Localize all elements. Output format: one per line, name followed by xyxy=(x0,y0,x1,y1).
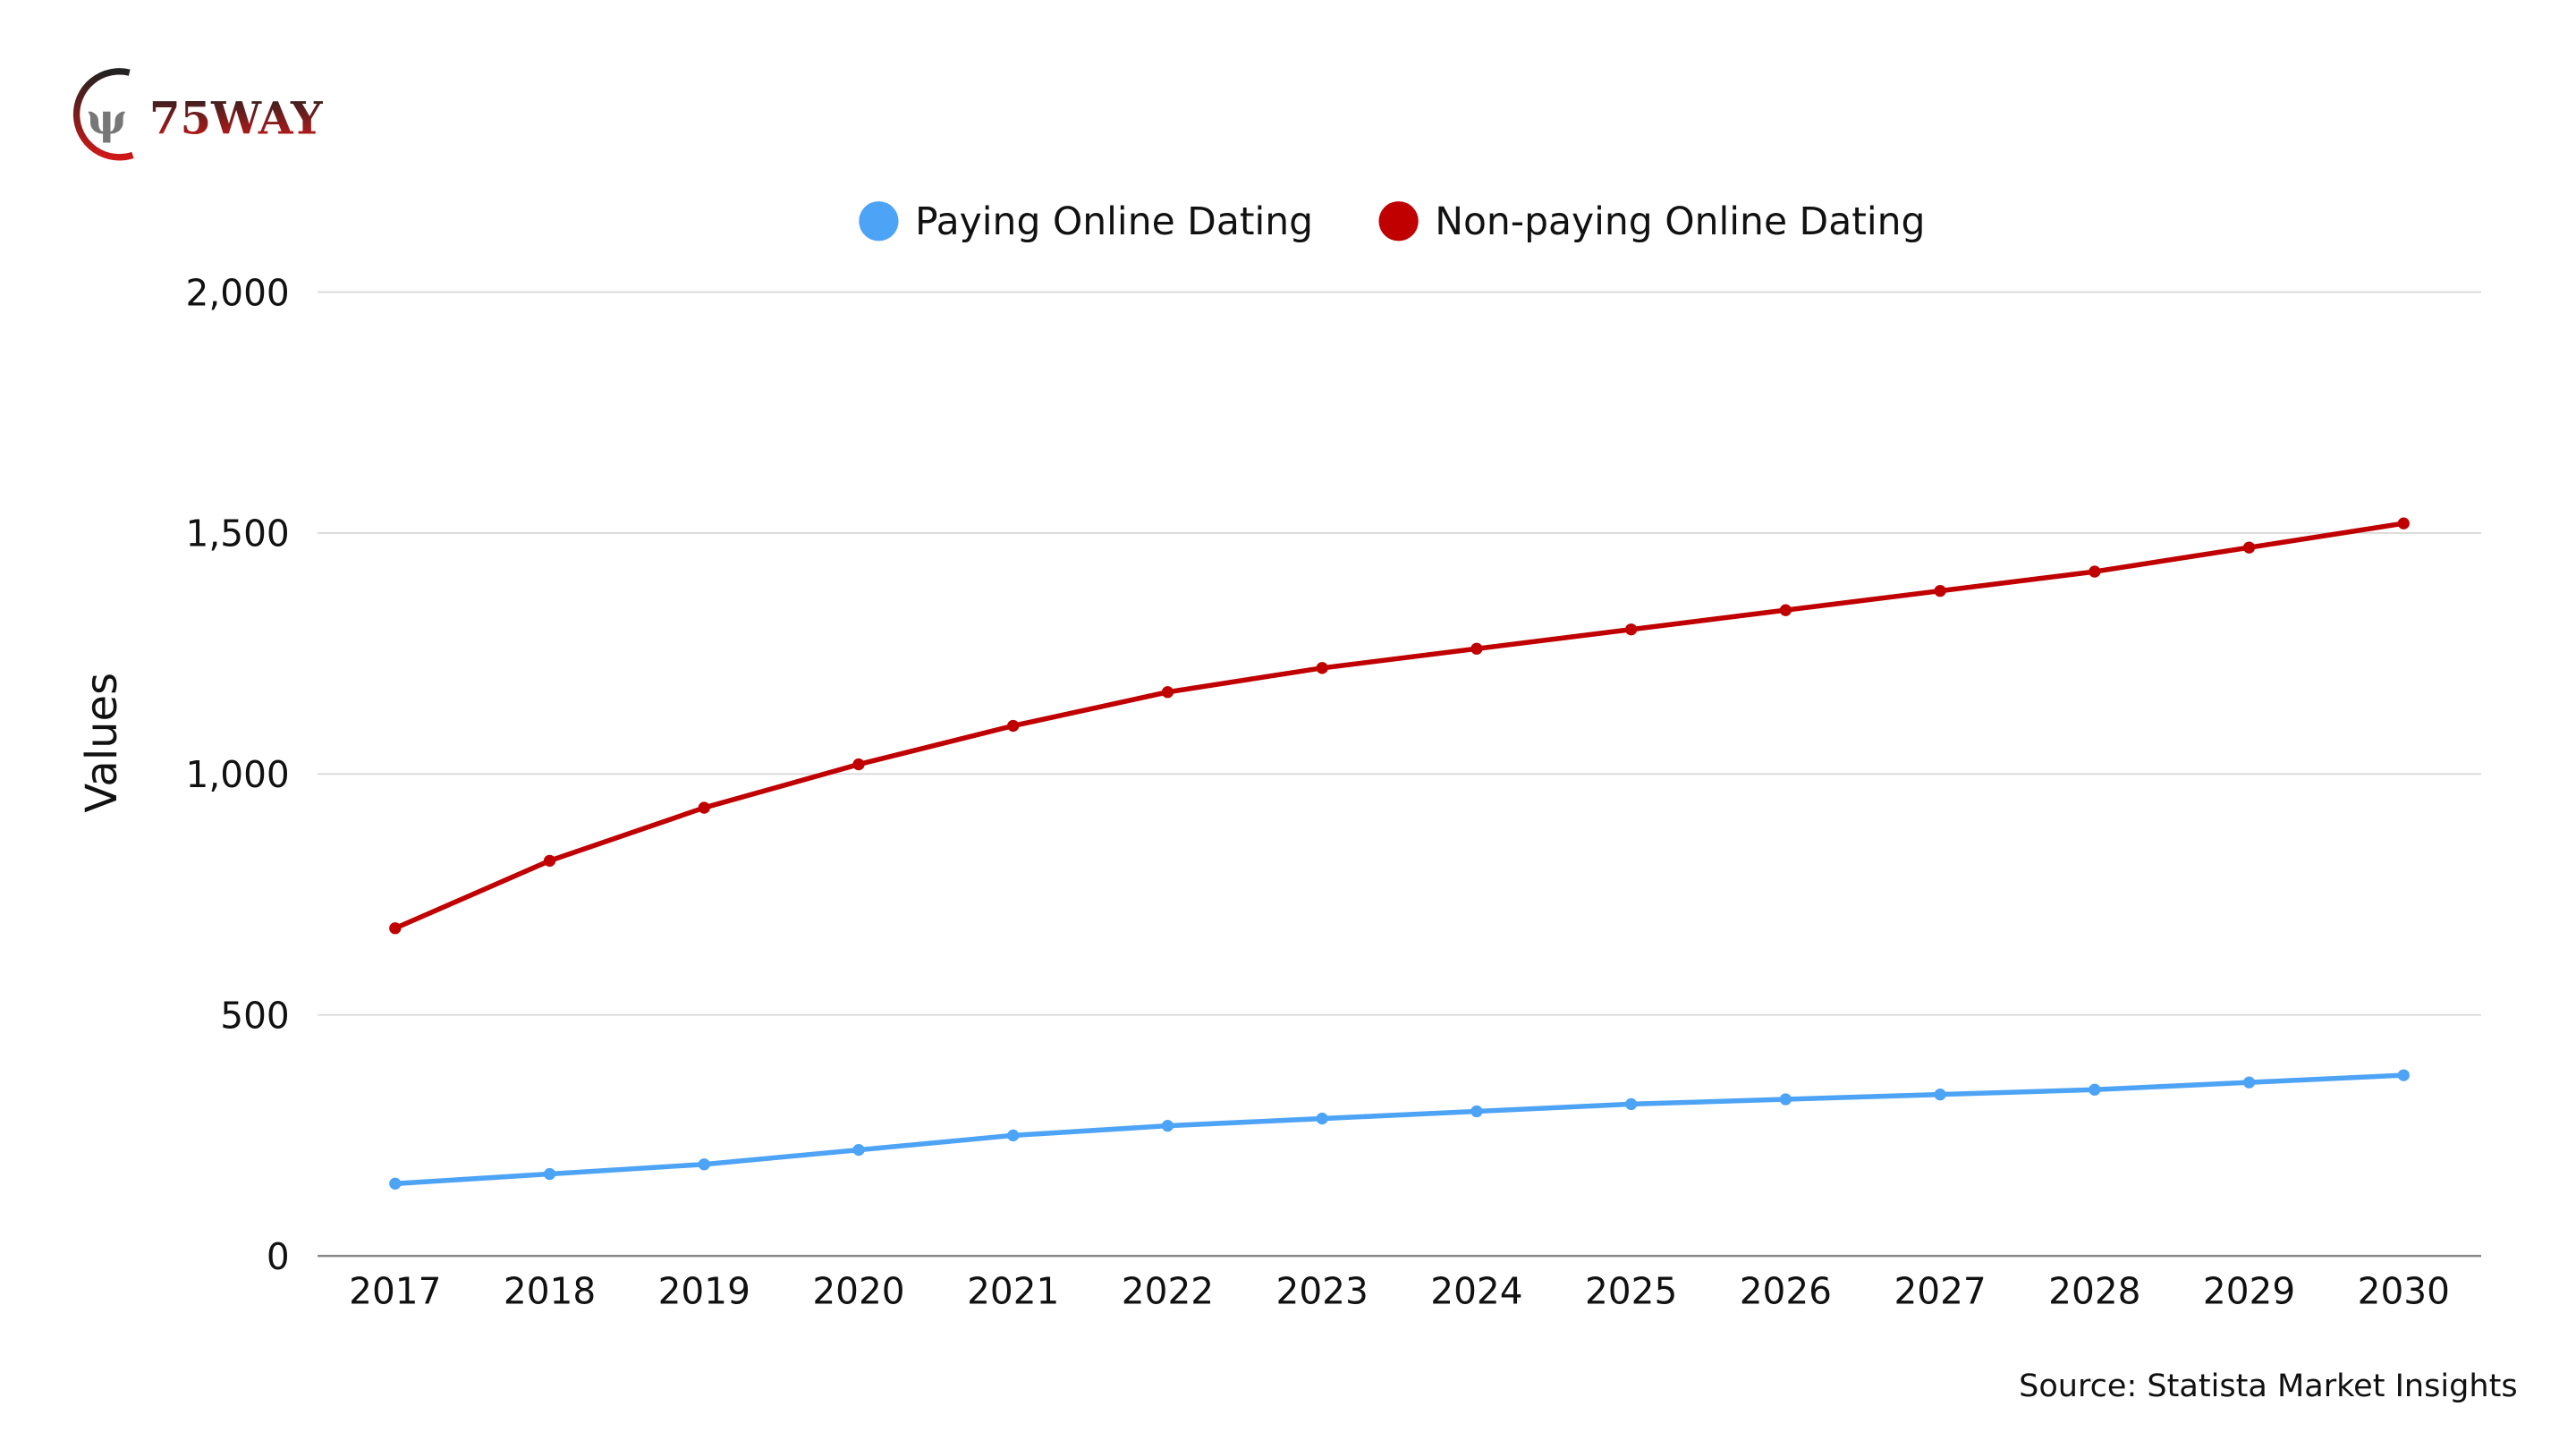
legend-label: Paying Online Dating xyxy=(915,200,1313,244)
x-tick-label: 2028 xyxy=(2048,1270,2140,1313)
x-tick-label: 2022 xyxy=(1122,1270,1214,1313)
logo-mark-icon: ψ xyxy=(87,94,127,144)
x-tick-label: 2025 xyxy=(1585,1270,1677,1313)
data-point xyxy=(1470,642,1483,655)
x-axis-ticks: 2017 2018 2019 2020 2021 2022 2023 2024 2025 2026… xyxy=(349,1270,2450,1313)
y-tick-label: 1,500 xyxy=(186,513,290,555)
series-non-paying-online-dating xyxy=(389,517,2410,935)
series-paying-online-dating xyxy=(389,1069,2410,1190)
gridlines xyxy=(318,291,2482,1258)
data-point xyxy=(2089,565,2101,578)
x-tick-label: 2023 xyxy=(1276,1270,1368,1313)
legend-label: Non-paying Online Dating xyxy=(1435,200,1925,244)
x-tick-label: 2021 xyxy=(967,1270,1059,1313)
x-tick-label: 2019 xyxy=(658,1270,750,1313)
data-point xyxy=(2089,1083,2101,1096)
x-tick-label: 2030 xyxy=(2358,1270,2450,1313)
data-point xyxy=(698,801,710,814)
legend-marker-icon xyxy=(1378,201,1419,242)
x-tick-label: 2026 xyxy=(1740,1270,1832,1313)
x-tick-label: 2017 xyxy=(349,1270,441,1313)
data-point xyxy=(2397,517,2410,530)
source-note: Source: Statista Market Insights xyxy=(2019,1368,2518,1404)
data-point xyxy=(1007,1129,1020,1142)
data-point xyxy=(1470,1105,1483,1118)
y-tick-label: 500 xyxy=(220,994,289,1037)
data-point xyxy=(1624,623,1638,636)
y-axis-ticks: 0 500 1,000 1,500 2,000 xyxy=(186,271,290,1278)
legend-marker-icon xyxy=(859,201,899,242)
x-tick-label: 2029 xyxy=(2203,1270,2295,1313)
x-tick-label: 2027 xyxy=(1894,1270,1986,1313)
data-point xyxy=(543,854,556,867)
y-tick-label: 2,000 xyxy=(186,271,290,314)
y-tick-label: 1,000 xyxy=(186,753,290,796)
data-point xyxy=(1934,584,1946,597)
data-point xyxy=(1316,662,1328,674)
data-point xyxy=(389,922,402,935)
data-point xyxy=(543,1167,556,1181)
logo-text: 75WAY xyxy=(149,91,324,144)
x-tick-label: 2020 xyxy=(812,1270,904,1313)
data-point xyxy=(1161,686,1174,699)
legend: Paying Online Dating Non-paying Online Da… xyxy=(859,200,1925,244)
y-axis-label: Values xyxy=(77,673,127,813)
data-point xyxy=(1161,1120,1174,1132)
data-point xyxy=(2242,541,2256,554)
data-point xyxy=(852,758,865,771)
y-tick-label: 0 xyxy=(267,1235,290,1278)
data-point xyxy=(389,1177,402,1190)
data-point xyxy=(1007,719,1020,733)
logo-ring-icon xyxy=(72,68,134,161)
data-point xyxy=(852,1143,865,1157)
data-point xyxy=(2397,1069,2410,1081)
x-tick-label: 2018 xyxy=(504,1270,596,1313)
data-point xyxy=(1779,604,1792,616)
logo: ψ 75WAY xyxy=(72,68,324,161)
series-line xyxy=(394,521,2404,931)
data-point xyxy=(1934,1088,1946,1101)
series-lines xyxy=(389,517,2410,1190)
data-point xyxy=(1624,1097,1638,1111)
data-point xyxy=(2242,1076,2256,1089)
data-point xyxy=(1779,1093,1792,1106)
data-point xyxy=(1316,1112,1328,1125)
series-line xyxy=(394,1072,2404,1187)
x-tick-label: 2024 xyxy=(1430,1270,1522,1313)
data-point xyxy=(698,1158,710,1171)
